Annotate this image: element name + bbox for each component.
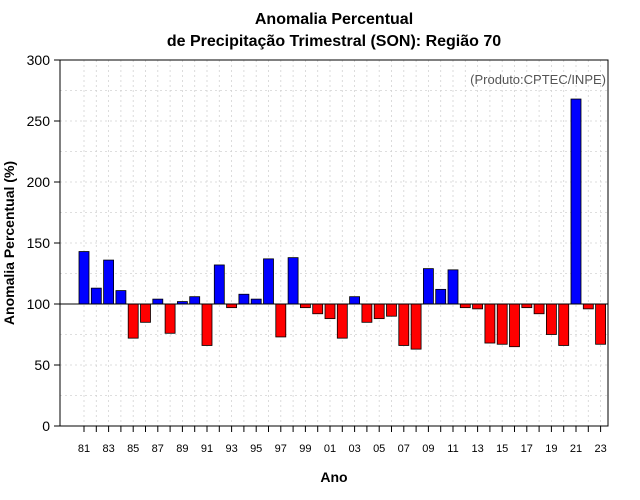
bar-94 [238, 293, 250, 305]
bar-18 [533, 303, 545, 315]
y-axis: 0 50 100 150 200 250 300 [27, 52, 60, 434]
bar-81 [78, 251, 90, 305]
x-tick-label: 01 [324, 443, 336, 455]
chart-title-line2: de Precipitação Trimestral (SON): Região… [167, 33, 501, 50]
x-tick-label: 93 [225, 443, 237, 455]
bar-20 [558, 303, 570, 346]
x-tick-label: 97 [275, 443, 287, 455]
bar-96 [263, 258, 274, 305]
y-axis-label: Anomalia Percentual (%) [1, 161, 17, 325]
y-tick-label: 300 [27, 52, 51, 68]
x-tick-label: 81 [78, 443, 90, 455]
credit-annotation: (Produto:CPTEC/INPE) [470, 72, 606, 87]
bar-11 [447, 269, 459, 305]
bar-19 [546, 303, 557, 335]
bar-07 [398, 303, 410, 346]
grid-lines [60, 60, 608, 426]
x-tick-label: 99 [299, 443, 311, 455]
bar-23 [595, 303, 606, 345]
bar-10 [435, 288, 447, 305]
x-tick-label: 07 [398, 443, 410, 455]
bar-06 [386, 303, 397, 317]
y-tick-label: 150 [27, 235, 51, 251]
bar-95 [250, 298, 262, 305]
x-tick-label: 85 [127, 443, 139, 455]
bar-22 [582, 303, 594, 310]
bar-84 [115, 290, 127, 305]
y-tick-label: 200 [27, 174, 51, 190]
x-tick-label: 17 [521, 443, 533, 455]
bar-01 [324, 303, 336, 320]
y-tick-label: 100 [27, 296, 51, 312]
bar-12 [459, 303, 471, 309]
bar-90 [189, 296, 201, 305]
x-tick-label: 13 [471, 443, 483, 455]
bar-03 [349, 296, 361, 305]
x-tick-label: 05 [373, 443, 385, 455]
x-tick-label: 23 [594, 443, 606, 455]
bar-98 [287, 257, 299, 305]
x-tick-label: 11 [447, 443, 458, 455]
x-tick-label: 19 [545, 443, 557, 455]
x-tick-label: 21 [570, 443, 582, 455]
x-axis: 81 83 85 87 89 91 93 95 97 99 01 03 05 07 09 11 13 15 17 19… [78, 426, 607, 455]
bar-15 [496, 303, 508, 345]
x-tick-label: 89 [176, 443, 188, 455]
bars-group [60, 98, 608, 350]
x-tick-label: 03 [348, 443, 360, 455]
bar-16 [509, 303, 520, 348]
x-tick-label: 91 [201, 443, 213, 455]
x-tick-label: 95 [250, 443, 262, 455]
bar-14 [484, 303, 496, 344]
bar-87 [152, 298, 164, 305]
bar-99 [299, 303, 311, 309]
bar-91 [201, 303, 213, 346]
chart-title-line1: Anomalia Percentual [255, 11, 413, 28]
bar-00 [312, 303, 324, 315]
bar-02 [336, 303, 348, 339]
bar-17 [521, 303, 533, 309]
bar-97 [275, 303, 287, 338]
bar-92 [213, 264, 225, 305]
bar-08 [410, 303, 422, 350]
bar-86 [140, 303, 151, 323]
bar-04 [361, 303, 373, 323]
bar-88 [164, 303, 176, 334]
bar-09 [422, 268, 434, 305]
x-tick-label: 09 [422, 443, 434, 455]
bar-05 [373, 303, 385, 320]
bar-21 [570, 98, 582, 305]
y-tick-label: 0 [42, 418, 50, 434]
bar-13 [472, 303, 484, 310]
bar-83 [103, 259, 114, 305]
y-tick-label: 50 [34, 357, 50, 373]
x-axis-label: Ano [320, 469, 347, 485]
y-tick-label: 250 [27, 113, 51, 129]
x-tick-label: 87 [152, 443, 164, 455]
x-tick-label: 83 [102, 443, 114, 455]
x-tick-label: 15 [496, 443, 508, 455]
bar-85 [127, 303, 139, 339]
bar-82 [90, 287, 102, 305]
bar-93 [226, 303, 238, 309]
